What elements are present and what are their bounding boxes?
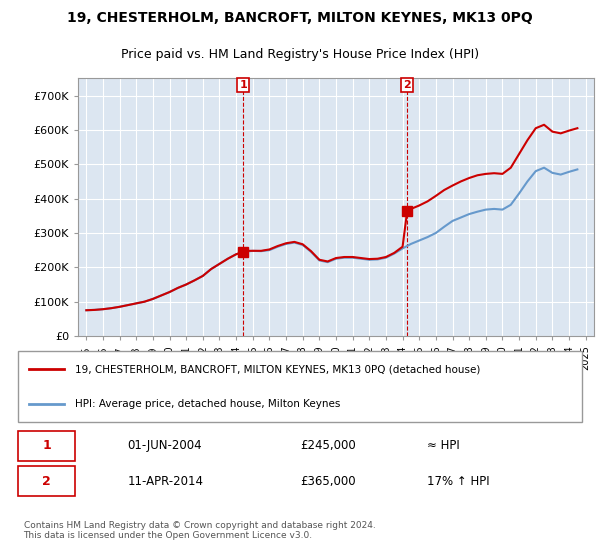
Text: 2: 2 [42,475,51,488]
Text: 1: 1 [239,80,247,90]
Text: 19, CHESTERHOLM, BANCROFT, MILTON KEYNES, MK13 0PQ (detached house): 19, CHESTERHOLM, BANCROFT, MILTON KEYNES… [76,364,481,374]
Text: £245,000: £245,000 [300,440,356,452]
Text: ≈ HPI: ≈ HPI [427,440,460,452]
Text: 17% ↑ HPI: 17% ↑ HPI [427,475,490,488]
Text: Contains HM Land Registry data © Crown copyright and database right 2024.
This d: Contains HM Land Registry data © Crown c… [23,521,375,540]
Text: 19, CHESTERHOLM, BANCROFT, MILTON KEYNES, MK13 0PQ: 19, CHESTERHOLM, BANCROFT, MILTON KEYNES… [67,11,533,25]
Text: £365,000: £365,000 [300,475,356,488]
Text: 11-APR-2014: 11-APR-2014 [127,475,203,488]
FancyBboxPatch shape [18,351,582,422]
Text: Price paid vs. HM Land Registry's House Price Index (HPI): Price paid vs. HM Land Registry's House … [121,48,479,61]
Text: 1: 1 [42,440,51,452]
Text: 2: 2 [403,80,411,90]
FancyBboxPatch shape [18,466,76,496]
Text: 01-JUN-2004: 01-JUN-2004 [127,440,202,452]
FancyBboxPatch shape [18,431,76,461]
Text: HPI: Average price, detached house, Milton Keynes: HPI: Average price, detached house, Milt… [76,399,341,409]
